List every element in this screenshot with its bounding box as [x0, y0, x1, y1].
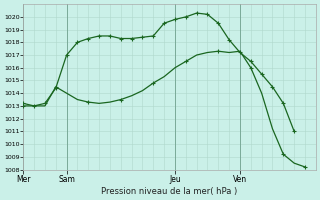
X-axis label: Pression niveau de la mer( hPa ): Pression niveau de la mer( hPa )	[101, 187, 238, 196]
